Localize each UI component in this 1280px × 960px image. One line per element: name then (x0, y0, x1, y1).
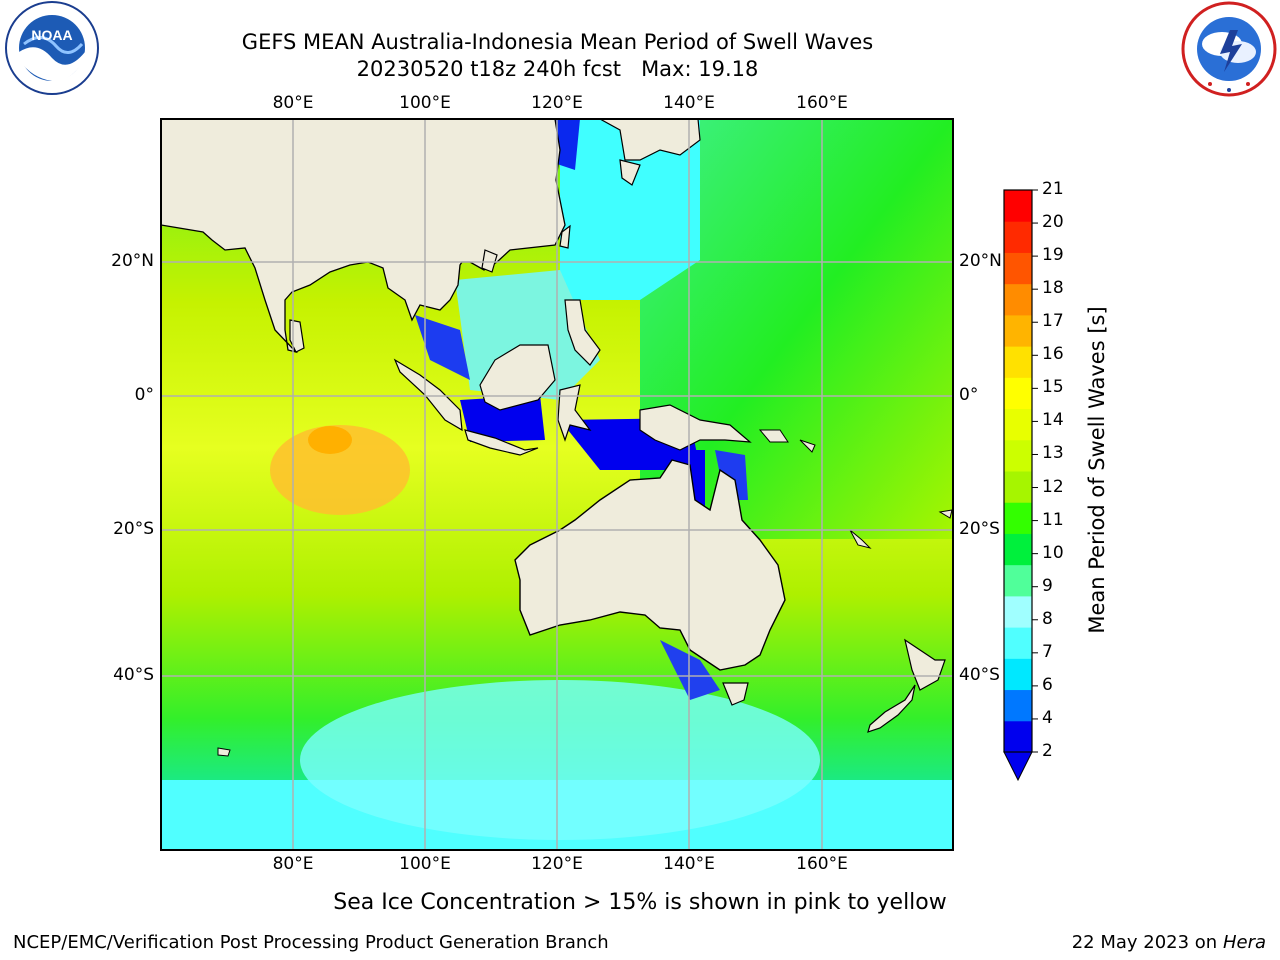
new-zealand-south (867, 684, 916, 733)
lon-tick-bottom: 80°E (272, 854, 314, 874)
australia (514, 459, 786, 671)
colorbar-segment (1004, 283, 1032, 316)
lat-tick-right: 40°S (959, 665, 1000, 685)
colorbar-level-label: 11 (1042, 509, 1064, 530)
colorbar-level-label: 18 (1042, 278, 1064, 299)
sumatra (393, 358, 463, 432)
new-guinea (639, 404, 752, 451)
colorbar-segment (1004, 377, 1032, 410)
colorbar-level-label: 20 (1042, 212, 1064, 233)
colorbar-level-label: 16 (1042, 344, 1064, 365)
colorbar-frame (1003, 189, 1033, 753)
lon-tick-top: 100°E (399, 93, 451, 113)
lon-tick-top: 160°E (796, 93, 848, 113)
noaa-logo-text: NOAA (31, 27, 72, 43)
gridlines (161, 119, 953, 850)
colorbar-segment (1004, 533, 1032, 566)
colorbar-segment (1004, 658, 1032, 691)
lat-tick-left: 40°S (113, 665, 154, 685)
colorbar-level-label: 10 (1042, 542, 1064, 563)
lat-tick-right: 20°N (959, 251, 1002, 271)
colorbar-level-label: 14 (1042, 410, 1064, 431)
lon-tick-bottom: 140°E (663, 854, 715, 874)
swell-period-map (160, 118, 1038, 851)
lat-tick-right: 20°S (959, 519, 1000, 539)
colorbar-segment (1004, 408, 1032, 441)
sea-ice-note: Sea Ice Concentration > 15% is shown in … (333, 890, 947, 915)
solomon-islands (758, 429, 789, 443)
colorbar-level-label: 12 (1042, 476, 1064, 497)
colorbar-segment (1004, 314, 1032, 347)
colorbar-segment (1004, 689, 1032, 722)
sulawesi (557, 384, 592, 442)
lon-tick-top: 120°E (531, 93, 583, 113)
philippines (564, 299, 601, 366)
map-frame (160, 118, 954, 851)
swell-max-area (270, 425, 410, 515)
taiwan (559, 224, 571, 249)
colorbar-segment (1004, 190, 1032, 222)
colorbar-segment (1004, 502, 1032, 534)
new-zealand-north (904, 638, 946, 691)
china-sea-cyan (560, 119, 700, 300)
malacca-shallow (415, 315, 470, 380)
lat-tick-right: 0° (959, 385, 979, 405)
lon-tick-top: 80°E (272, 93, 314, 113)
lat-tick-left: 20°S (113, 519, 154, 539)
colorbar-segment (1004, 252, 1032, 285)
noaa-logo: NOAA (2, 0, 102, 100)
colorbar-segment (1004, 471, 1032, 503)
swell-max-core (308, 426, 352, 454)
new-caledonia (849, 529, 872, 549)
colorbar-level-label: 15 (1042, 377, 1064, 398)
lon-tick-bottom: 100°E (399, 854, 451, 874)
colorbar-segment (1004, 439, 1032, 472)
colorbar-extend-arrow (1003, 751, 1033, 782)
colorbar-segment (1004, 627, 1032, 659)
colorbar-level-label: 13 (1042, 443, 1064, 464)
java (464, 429, 539, 456)
colorbar-segment (1004, 595, 1032, 628)
colorbar-title: Mean Period of Swell Waves [s] (1085, 306, 1109, 634)
nws-logo (1180, 0, 1278, 98)
map-subtitle: 20230520 t18z 240h fcst Max: 19.18 (356, 57, 759, 81)
borneo (479, 344, 556, 411)
tasman-cyan-area (300, 680, 820, 840)
lat-tick-left: 0° (134, 385, 154, 405)
colorbar-level-label: 21 (1042, 179, 1064, 199)
footer-date: 22 May 2023 on Hera (1072, 932, 1266, 953)
colorbar-level-label: 9 (1042, 575, 1053, 596)
colorbar-level-label: 19 (1042, 245, 1064, 266)
solomon-islands-east (799, 439, 816, 453)
footer-branch: NCEP/EMC/Verification Post Processing Pr… (13, 932, 609, 953)
colorbar-segment (1004, 221, 1032, 253)
fiji (938, 509, 953, 519)
colorbar-segment (1004, 346, 1032, 378)
java-sea-shallow (460, 395, 545, 442)
lat-tick-left: 20°N (111, 251, 154, 271)
lon-tick-top: 140°E (663, 93, 715, 113)
korea-japan (599, 119, 701, 161)
footer-host: Hera (1222, 932, 1266, 953)
lon-tick-bottom: 160°E (796, 854, 848, 874)
kerguelen (217, 747, 231, 757)
colorbar-segment (1004, 720, 1032, 753)
colorbar-level-label: 4 (1042, 707, 1053, 728)
kyushu (619, 159, 641, 186)
colorbar-level-label: 2 (1042, 741, 1053, 761)
lon-tick-bottom: 120°E (531, 854, 583, 874)
colorbar-level-label: 8 (1042, 608, 1053, 629)
colorbar-level-label: 17 (1042, 311, 1064, 332)
colorbar (1003, 189, 1038, 782)
asia-landmass (161, 119, 566, 354)
tasmania (722, 682, 749, 706)
colorbar-level-label: 6 (1042, 674, 1053, 695)
footer-date-text: 22 May 2023 on (1071, 932, 1218, 953)
bass-strait-shallow (660, 640, 720, 700)
colorbar-segment (1004, 564, 1032, 597)
map-title: GEFS MEAN Australia-Indonesia Mean Perio… (241, 30, 874, 54)
colorbar-level-label: 7 (1042, 641, 1053, 662)
